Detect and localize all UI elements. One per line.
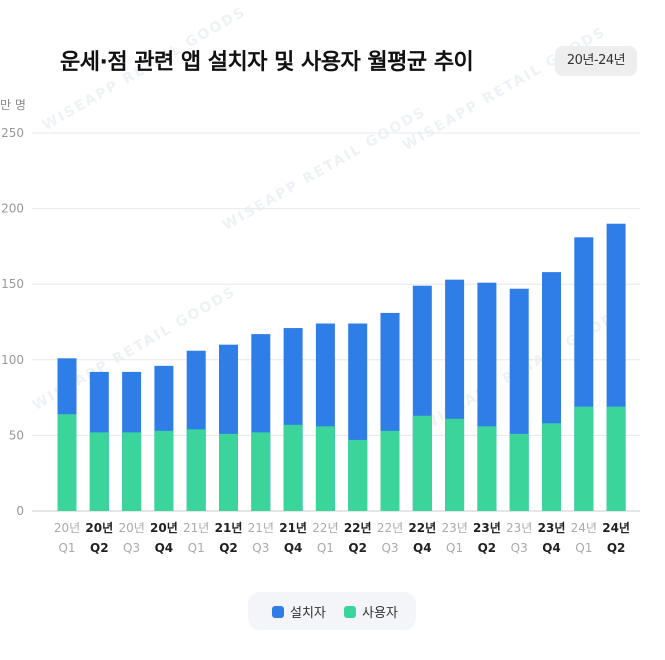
legend-item-installers[interactable]: 설치자	[272, 602, 326, 621]
bar-users	[315, 426, 335, 511]
y-tick-label: 100	[1, 353, 24, 367]
x-tick-year: 22년	[344, 521, 372, 535]
x-tick-quarter: Q1	[446, 541, 463, 555]
x-tick-quarter: Q2	[607, 541, 626, 555]
x-tick-quarter: Q3	[381, 541, 398, 555]
y-tick-label: 0	[16, 504, 24, 518]
x-tick-quarter: Q1	[58, 541, 75, 555]
bar-users	[542, 423, 561, 511]
legend-swatch-users	[344, 606, 356, 618]
legend-swatch-installers	[272, 606, 284, 618]
bar-users	[412, 415, 432, 511]
x-tick-quarter: Q2	[478, 541, 497, 555]
bar-users	[380, 430, 400, 511]
bar-users	[122, 432, 142, 511]
x-tick-year: 22년	[312, 521, 338, 535]
x-tick-year: 23년	[473, 521, 501, 535]
x-tick-year: 21년	[279, 521, 307, 535]
x-tick-year: 20년	[85, 521, 113, 535]
x-tick-quarter: Q1	[317, 541, 334, 555]
legend: 설치자 사용자	[248, 592, 416, 630]
bar-users	[251, 432, 271, 511]
x-tick-quarter: Q1	[188, 541, 205, 555]
x-tick-quarter: Q2	[219, 541, 238, 555]
bar-users	[574, 406, 594, 511]
x-tick-year: 20년	[150, 521, 178, 535]
x-tick-quarter: Q3	[252, 541, 269, 555]
x-tick-quarter: Q4	[284, 541, 303, 555]
bar-users	[219, 433, 238, 511]
x-tick-quarter: Q4	[542, 541, 561, 555]
x-tick-year: 21년	[183, 521, 209, 535]
bar-users	[606, 406, 626, 511]
bar-users	[509, 433, 529, 511]
bar-users	[89, 432, 109, 511]
bar-users	[445, 418, 465, 511]
bar-users	[348, 439, 368, 511]
x-tick-year: 23년	[441, 521, 467, 535]
legend-label-installers: 설치자	[290, 606, 326, 621]
x-tick-quarter: Q3	[511, 541, 528, 555]
x-tick-quarter: Q4	[155, 541, 174, 555]
bar-users	[186, 429, 206, 511]
unit-label: 만 명	[0, 98, 26, 112]
x-tick-year: 23년	[506, 521, 532, 535]
x-tick-year: 24년	[602, 521, 630, 535]
x-tick-year: 20년	[118, 521, 144, 535]
x-tick-year: 21년	[248, 521, 274, 535]
y-tick-label: 150	[1, 277, 24, 291]
x-tick-quarter: Q1	[575, 541, 592, 555]
y-tick-label: 250	[1, 126, 24, 140]
x-tick-year: 23년	[538, 521, 566, 535]
x-tick-quarter: Q3	[123, 541, 140, 555]
period-badge: 20년-24년	[555, 46, 637, 76]
bar-users	[477, 426, 497, 511]
bar-users	[283, 424, 303, 511]
x-tick-year: 24년	[571, 521, 597, 535]
x-tick-quarter: Q4	[413, 541, 432, 555]
x-tick-year: 22년	[377, 521, 403, 535]
x-tick-year: 21년	[215, 521, 243, 535]
legend-item-users[interactable]: 사용자	[344, 602, 398, 621]
x-tick-quarter: Q2	[348, 541, 367, 555]
x-tick-year: 22년	[408, 521, 436, 535]
x-tick-quarter: Q2	[90, 541, 109, 555]
y-tick-label: 50	[9, 428, 24, 442]
legend-label-users: 사용자	[362, 606, 398, 621]
chart-title: 운세·점 관련 앱 설치자 및 사용자 월평균 추이	[60, 50, 474, 75]
bar-users	[57, 414, 77, 511]
x-tick-year: 20년	[54, 521, 80, 535]
bar-users	[154, 430, 174, 511]
y-tick-label: 200	[1, 202, 24, 216]
